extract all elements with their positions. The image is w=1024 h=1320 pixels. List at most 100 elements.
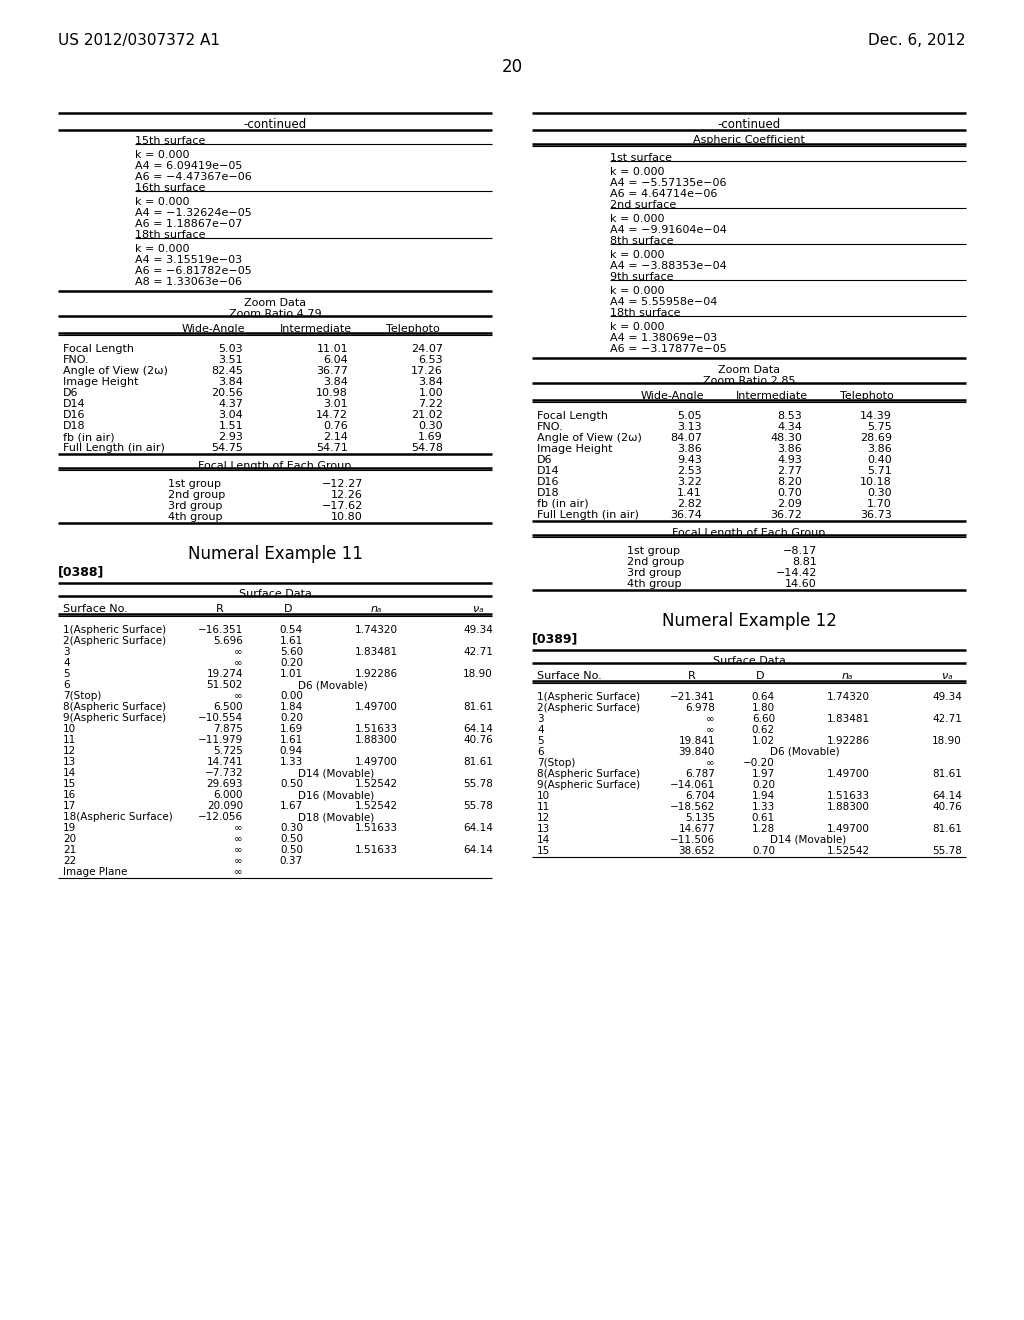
Text: 20.090: 20.090 — [207, 801, 243, 810]
Text: 14.60: 14.60 — [785, 579, 817, 589]
Text: Image Height: Image Height — [537, 444, 612, 454]
Text: 18th surface: 18th surface — [610, 308, 681, 318]
Text: Surface No.: Surface No. — [537, 671, 602, 681]
Text: 2.53: 2.53 — [677, 466, 702, 477]
Text: FNO.: FNO. — [537, 422, 563, 432]
Text: 0.00: 0.00 — [281, 690, 303, 701]
Text: A4 = −9.91604e−04: A4 = −9.91604e−04 — [610, 224, 727, 235]
Text: 36.72: 36.72 — [770, 510, 802, 520]
Text: 0.37: 0.37 — [280, 855, 303, 866]
Text: 1.67: 1.67 — [280, 801, 303, 810]
Text: 54.75: 54.75 — [211, 444, 243, 453]
Text: 1.74320: 1.74320 — [355, 624, 398, 635]
Text: Intermediate: Intermediate — [736, 391, 808, 401]
Text: 2.14: 2.14 — [324, 432, 348, 442]
Text: 6.53: 6.53 — [419, 355, 443, 366]
Text: 0.61: 0.61 — [752, 813, 775, 822]
Text: A4 = 3.15519e−03: A4 = 3.15519e−03 — [135, 255, 242, 265]
Text: −18.562: −18.562 — [670, 803, 715, 812]
Text: A6 = −6.81782e−05: A6 = −6.81782e−05 — [135, 267, 252, 276]
Text: 42.71: 42.71 — [463, 647, 493, 657]
Text: 4: 4 — [537, 725, 544, 735]
Text: 2.09: 2.09 — [777, 499, 802, 510]
Text: 11: 11 — [537, 803, 550, 812]
Text: A4 = 1.38069e−03: A4 = 1.38069e−03 — [610, 333, 717, 343]
Text: Intermediate: Intermediate — [280, 323, 352, 334]
Text: 17: 17 — [63, 801, 76, 810]
Text: Aspheric Coefficient: Aspheric Coefficient — [693, 135, 805, 145]
Text: A8 = 1.33063e−06: A8 = 1.33063e−06 — [135, 277, 242, 286]
Text: −21.341: −21.341 — [670, 692, 715, 702]
Text: 15: 15 — [537, 846, 550, 855]
Text: 1.84: 1.84 — [280, 702, 303, 711]
Text: A6 = 4.64714e−06: A6 = 4.64714e−06 — [610, 189, 718, 199]
Text: 1.33: 1.33 — [752, 803, 775, 812]
Text: −16.351: −16.351 — [198, 624, 243, 635]
Text: 5.135: 5.135 — [685, 813, 715, 822]
Text: 9(Aspheric Surface): 9(Aspheric Surface) — [537, 780, 640, 789]
Text: 3: 3 — [63, 647, 70, 657]
Text: 4.34: 4.34 — [777, 422, 802, 432]
Text: 40.76: 40.76 — [932, 803, 962, 812]
Text: Telephoto: Telephoto — [386, 323, 440, 334]
Text: 54.71: 54.71 — [316, 444, 348, 453]
Text: 1.74320: 1.74320 — [827, 692, 870, 702]
Text: ∞: ∞ — [234, 834, 243, 843]
Text: 1.83481: 1.83481 — [355, 647, 398, 657]
Text: 16: 16 — [63, 789, 76, 800]
Text: 0.30: 0.30 — [419, 421, 443, 432]
Text: 1(Aspheric Surface): 1(Aspheric Surface) — [63, 624, 166, 635]
Text: ∞: ∞ — [234, 822, 243, 833]
Text: 7.22: 7.22 — [418, 399, 443, 409]
Text: 6: 6 — [537, 747, 544, 756]
Text: 1.52542: 1.52542 — [826, 846, 870, 855]
Text: 18(Aspheric Surface): 18(Aspheric Surface) — [63, 812, 173, 822]
Text: 10: 10 — [537, 791, 550, 801]
Text: 6.04: 6.04 — [324, 355, 348, 366]
Text: D6 (Movable): D6 (Movable) — [298, 680, 368, 690]
Text: D16: D16 — [537, 477, 559, 487]
Text: 5.725: 5.725 — [213, 746, 243, 756]
Text: 1.00: 1.00 — [419, 388, 443, 399]
Text: 28.69: 28.69 — [860, 433, 892, 444]
Text: 42.71: 42.71 — [932, 714, 962, 723]
Text: 2nd surface: 2nd surface — [610, 201, 676, 210]
Text: νₐ: νₐ — [473, 605, 483, 614]
Text: 16th surface: 16th surface — [135, 183, 206, 193]
Text: 1.80: 1.80 — [752, 704, 775, 713]
Text: 5.03: 5.03 — [218, 345, 243, 354]
Text: 55.78: 55.78 — [463, 801, 493, 810]
Text: 40.76: 40.76 — [463, 735, 493, 744]
Text: 8.20: 8.20 — [777, 477, 802, 487]
Text: Angle of View (2ω): Angle of View (2ω) — [537, 433, 642, 444]
Text: 14.39: 14.39 — [860, 411, 892, 421]
Text: 3.22: 3.22 — [677, 477, 702, 487]
Text: 5.75: 5.75 — [867, 422, 892, 432]
Text: 14: 14 — [537, 836, 550, 845]
Text: 7.875: 7.875 — [213, 723, 243, 734]
Text: 81.61: 81.61 — [463, 702, 493, 711]
Text: 3.01: 3.01 — [324, 399, 348, 409]
Text: 1.41: 1.41 — [677, 488, 702, 498]
Text: ∞: ∞ — [234, 845, 243, 855]
Text: 1.70: 1.70 — [867, 499, 892, 510]
Text: 3.13: 3.13 — [677, 422, 702, 432]
Text: Zoom Data: Zoom Data — [718, 366, 780, 375]
Text: k = 0.000: k = 0.000 — [135, 244, 189, 253]
Text: 1.52542: 1.52542 — [355, 801, 398, 810]
Text: 0.70: 0.70 — [777, 488, 802, 498]
Text: 20: 20 — [63, 834, 76, 843]
Text: 13: 13 — [63, 756, 76, 767]
Text: k = 0.000: k = 0.000 — [610, 249, 665, 260]
Text: 5.696: 5.696 — [213, 636, 243, 645]
Text: 3.04: 3.04 — [218, 411, 243, 420]
Text: 18th surface: 18th surface — [135, 230, 206, 240]
Text: 1.88300: 1.88300 — [355, 735, 398, 744]
Text: A6 = −3.17877e−05: A6 = −3.17877e−05 — [610, 345, 727, 354]
Text: 1(Aspheric Surface): 1(Aspheric Surface) — [537, 692, 640, 702]
Text: 5.60: 5.60 — [280, 647, 303, 657]
Text: 1.51: 1.51 — [218, 421, 243, 432]
Text: Focal Length of Each Group: Focal Length of Each Group — [673, 528, 825, 539]
Text: 10.80: 10.80 — [331, 512, 362, 521]
Text: 15th surface: 15th surface — [135, 136, 206, 147]
